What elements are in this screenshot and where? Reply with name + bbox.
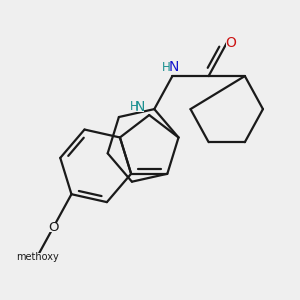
Text: methoxy: methoxy bbox=[16, 252, 59, 262]
Text: O: O bbox=[226, 36, 237, 50]
Text: H: H bbox=[130, 100, 139, 113]
Text: N: N bbox=[169, 60, 179, 74]
Bar bbox=[226, 38, 236, 48]
Bar bbox=[161, 62, 178, 72]
Text: H: H bbox=[161, 61, 170, 74]
Bar bbox=[49, 223, 58, 232]
Text: N: N bbox=[135, 100, 146, 114]
Bar bbox=[26, 253, 48, 262]
Text: O: O bbox=[48, 221, 58, 234]
Bar bbox=[128, 101, 144, 112]
